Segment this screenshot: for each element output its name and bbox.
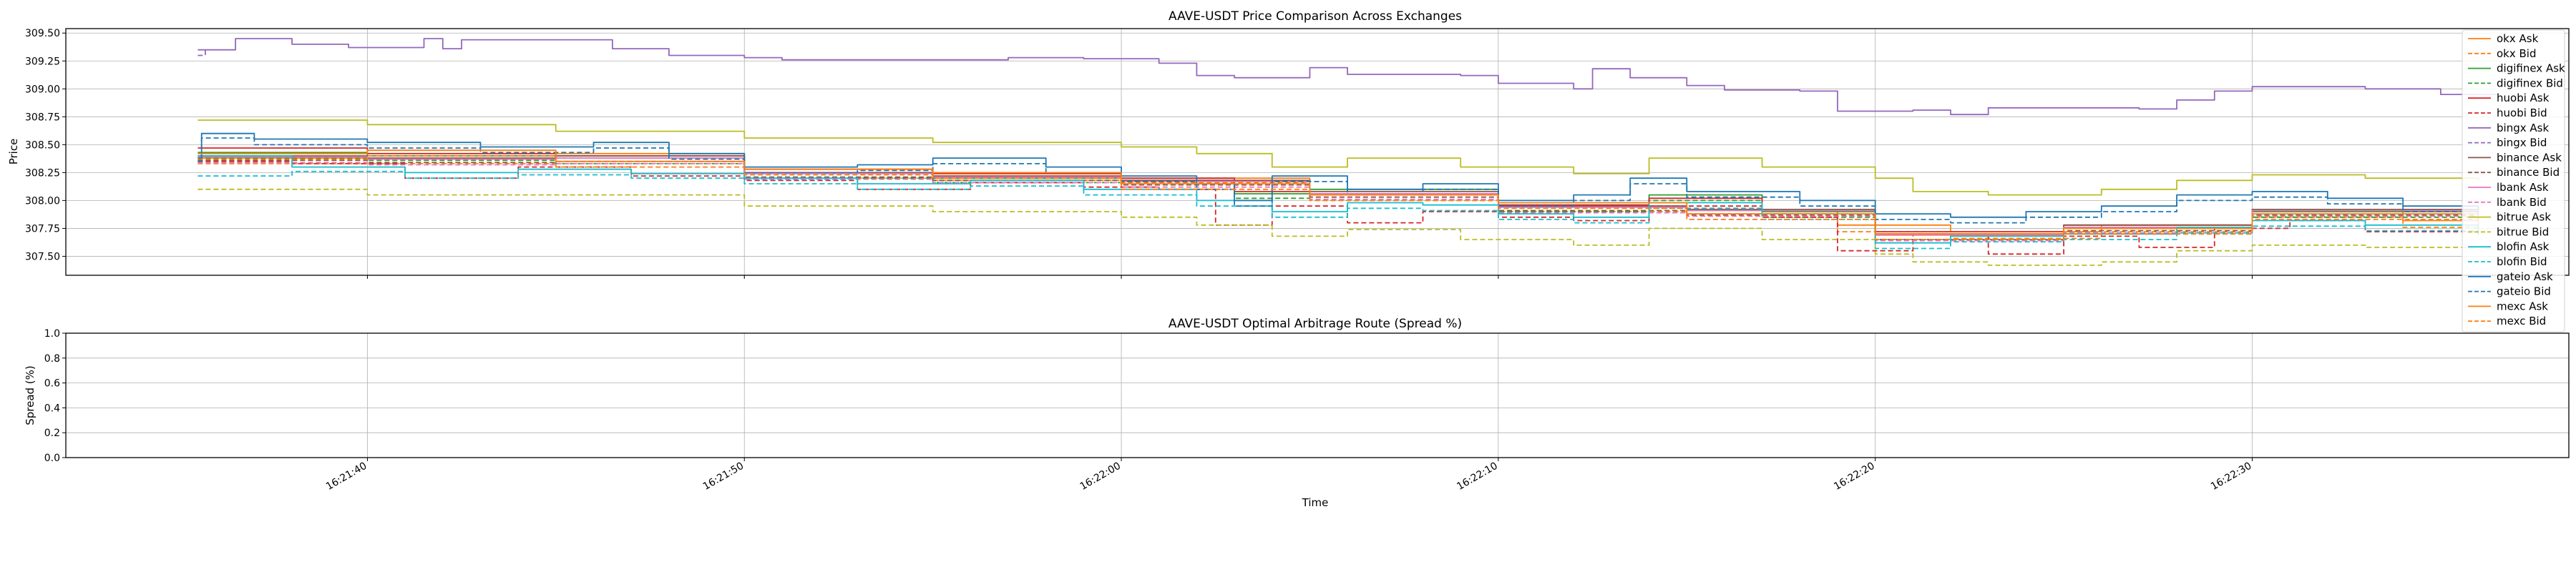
- series-line-bingx-ask: [197, 38, 2497, 116]
- price-ytick-label: 308.00: [25, 195, 60, 207]
- spread-chart-ylabel: Spread (%): [24, 365, 36, 425]
- price-chart-legend: okx Ask okx Bid digifinex Ask digifinex Bid…: [2462, 29, 2565, 332]
- legend-label: blofin Bid: [2497, 255, 2547, 268]
- price-ytick-label: 308.50: [25, 139, 60, 151]
- legend-label: huobi Ask: [2497, 92, 2550, 104]
- series-line-bitrue-bid: [197, 188, 2479, 266]
- legend-label: huobi Bid: [2497, 107, 2547, 119]
- price-chart-series: [197, 38, 2497, 266]
- legend-label: lbank Ask: [2497, 181, 2549, 194]
- price-chart: AAVE-USDT Price Comparison Across Exchan…: [7, 9, 2570, 332]
- price-chart-ylabel: Price: [7, 139, 20, 165]
- price-ytick-label: 309.50: [25, 28, 60, 39]
- spread-ytick-label: 0.2: [44, 428, 60, 439]
- legend-label: okx Ask: [2497, 32, 2539, 45]
- spread-ytick-label: 0.6: [44, 378, 60, 390]
- legend-label: bitrue Ask: [2497, 211, 2551, 224]
- series-line-gateio-ask: [197, 132, 2479, 218]
- legend-label: mexc Bid: [2497, 315, 2546, 327]
- price-ytick-label: 307.75: [25, 223, 60, 235]
- price-ytick-label: 307.50: [25, 251, 60, 262]
- price-chart-y-ticks: 309.50 309.25 309.00 308.75 308.50 308.25 308.…: [25, 28, 66, 262]
- price-ytick-label: 309.00: [25, 84, 60, 95]
- legend-label: bingx Ask: [2497, 122, 2549, 134]
- series-line-bingx-bid: [197, 49, 206, 56]
- legend-label: gateio Bid: [2497, 285, 2551, 298]
- price-chart-frame: [65, 28, 2570, 276]
- legend-label: bitrue Bid: [2497, 225, 2549, 238]
- spread-ytick-label: 1.0: [44, 328, 60, 340]
- spread-ytick-label: 0.0: [44, 453, 60, 464]
- spread-chart-title: AAVE-USDT Optimal Arbitrage Route (Sprea…: [1169, 317, 1462, 331]
- legend-label: digifinex Bid: [2497, 77, 2563, 89]
- price-ytick-label: 308.75: [25, 112, 60, 123]
- legend-label: okx Bid: [2497, 47, 2537, 60]
- spread-chart-y-ticks: 1.0 0.8 0.6 0.4 0.2 0.0: [44, 328, 66, 464]
- legend-label: digifinex Ask: [2497, 62, 2565, 75]
- series-line-huobi-bid: [197, 160, 2479, 255]
- spread-chart-xlabel: Time: [1302, 496, 1329, 509]
- legend-label: binance Bid: [2497, 166, 2560, 179]
- legend-label: bingx Bid: [2497, 137, 2547, 149]
- legend-label: lbank Bid: [2497, 196, 2547, 209]
- series-line-bitrue-ask: [197, 119, 2479, 196]
- price-chart-title: AAVE-USDT Price Comparison Across Exchan…: [1169, 9, 1462, 24]
- legend-label: gateio Ask: [2497, 270, 2553, 283]
- spread-ytick-label: 0.8: [44, 353, 60, 365]
- series-line-mexc-bid: [197, 155, 2479, 240]
- spread-ytick-label: 0.4: [44, 403, 60, 414]
- series-line-gateio-bid: [197, 137, 2479, 224]
- legend-label: mexc Ask: [2497, 300, 2548, 312]
- legend-box: [2462, 29, 2565, 332]
- price-ytick-label: 309.25: [25, 56, 60, 67]
- legend-label: blofin Ask: [2497, 240, 2550, 253]
- price-chart-x-ticks: [366, 275, 2253, 279]
- price-ytick-label: 308.25: [25, 167, 60, 179]
- legend-label: binance Ask: [2497, 151, 2562, 164]
- spread-chart-frame: [65, 332, 2570, 458]
- series-line-blofin-bid: [197, 170, 2479, 250]
